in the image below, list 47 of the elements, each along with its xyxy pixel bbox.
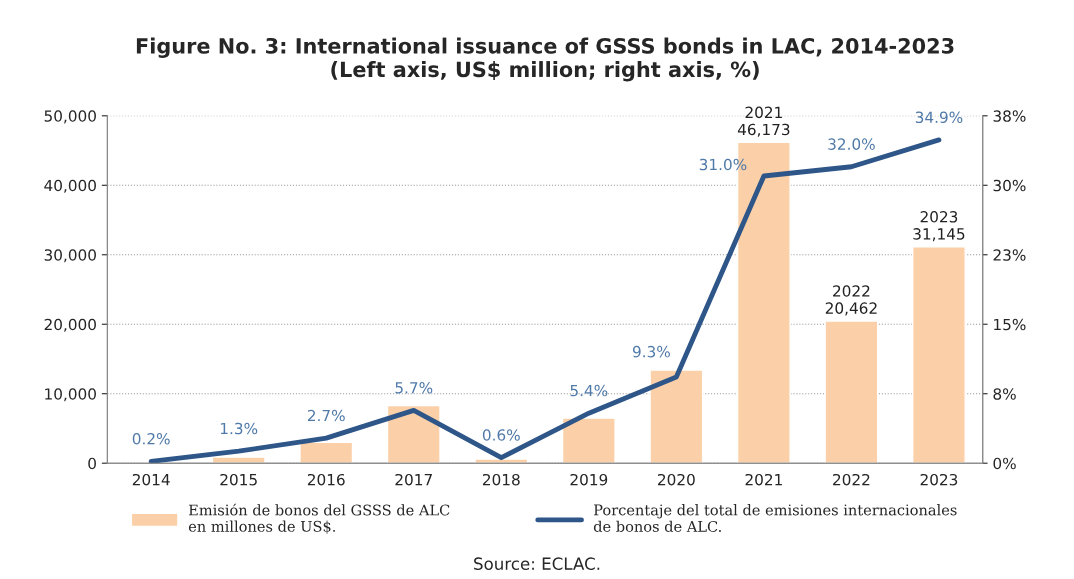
- y-tick-label: 40,000: [44, 179, 96, 193]
- y-tick-label: 0: [88, 457, 96, 470]
- data-label: 1.3%: [220, 422, 258, 435]
- data-label: 34.9%: [915, 111, 963, 124]
- x-tick-label: 2019: [570, 473, 608, 486]
- data-label: 32.0%: [828, 138, 875, 150]
- y2-tick-label: 8%: [993, 388, 1016, 400]
- chart-title: Figure No. 3: International issuance of GSSS bonds in LAC, 2014-2023 (Left axis, US$ million; right axis, %): [136, 37, 954, 82]
- data-label: 2022 20,462: [825, 285, 877, 316]
- x-tick-label: 2021: [745, 473, 782, 486]
- bar: [386, 404, 441, 464]
- bar: [649, 369, 704, 464]
- x-tick-label: 2018: [482, 473, 520, 486]
- data-label: 2.7%: [307, 409, 345, 422]
- y2-tick-label: 30%: [993, 179, 1026, 192]
- data-label: 31.0%: [699, 158, 747, 171]
- y-tick-label: 20,000: [44, 318, 96, 332]
- data-label: 5.4%: [570, 384, 608, 397]
- bar: [561, 417, 616, 464]
- y-tick-label: 30,000: [44, 249, 96, 263]
- bar: [911, 246, 966, 464]
- data-label: 5.7%: [395, 381, 433, 394]
- bar: [474, 458, 529, 464]
- y2-tick-label: 38%: [993, 110, 1026, 122]
- bar: [299, 441, 354, 464]
- y-tick-label: 50,000: [44, 110, 96, 124]
- source-note: Source: ECLAC.: [474, 557, 600, 570]
- x-tick-label: 2020: [658, 473, 695, 486]
- data-label: 2023 31,145: [913, 211, 965, 242]
- x-tick-label: 2022: [833, 473, 870, 486]
- y-tick-label: 10,000: [45, 388, 96, 402]
- data-label: 9.3%: [632, 345, 670, 358]
- data-label: 0.2%: [132, 432, 170, 445]
- x-tick-label: 2023: [920, 473, 958, 486]
- x-tick-label: 2014: [132, 473, 170, 486]
- x-tick-label: 2016: [307, 473, 345, 486]
- y2-tick-label: 0%: [993, 457, 1016, 470]
- bar: [824, 320, 879, 464]
- y2-tick-label: 23%: [993, 249, 1026, 261]
- x-tick-label: 2015: [220, 473, 257, 486]
- legend-label: Porcentaje del total de emisiones internacionales de bonos de ALC.: [593, 504, 957, 532]
- data-label: 0.6%: [482, 429, 520, 441]
- legend-label: Emisión de bonos del GSSS de ALC en millones de US$.: [188, 503, 450, 534]
- data-label: 2021 46,173: [737, 106, 790, 137]
- bar: [211, 456, 266, 464]
- y2-tick-label: 15%: [994, 318, 1026, 331]
- x-tick-label: 2017: [395, 473, 432, 486]
